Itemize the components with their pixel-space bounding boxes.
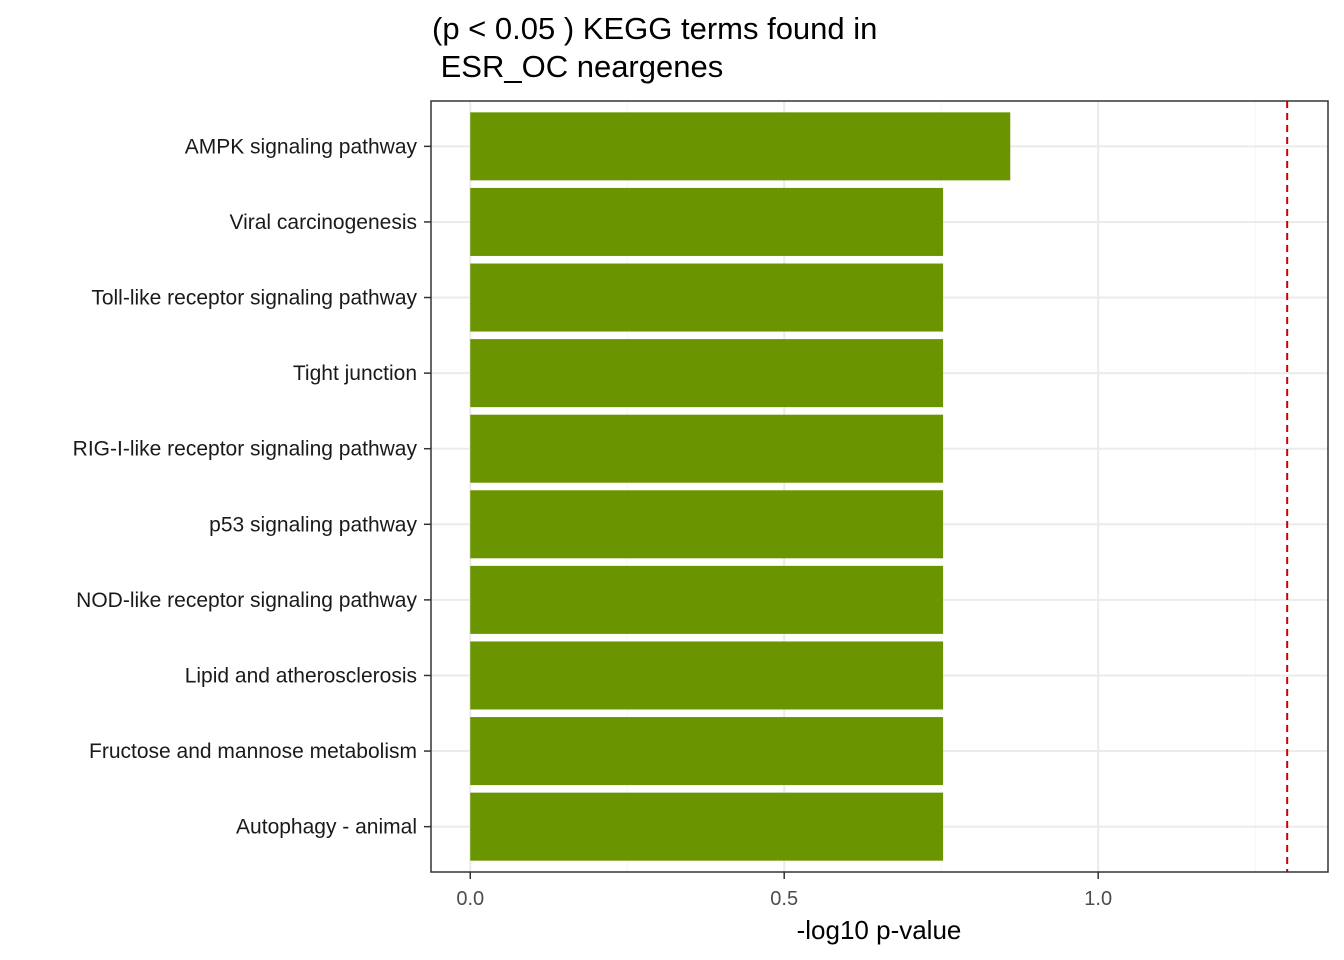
y-tick-label: Viral carcinogenesis [229,211,417,234]
x-axis-title: -log10 p-value [797,915,962,945]
bar [470,339,944,408]
y-tick-label: Autophagy - animal [236,816,417,839]
bar [470,414,944,483]
x-tick-label: 0.5 [770,888,798,910]
y-tick-label: p53 signaling pathway [209,513,417,536]
y-axis: AMPK signaling pathway Viral carcinogenes… [73,135,431,839]
bar [470,112,1011,181]
panel-border [430,100,1329,873]
y-tick-label: Tight junction [293,362,417,385]
y-tick-label: Lipid and atherosclerosis [185,664,417,687]
y-tick-label: AMPK signaling pathway [185,135,418,158]
bar [470,641,944,710]
x-axis: 0.0 0.5 1.0 [456,872,1112,910]
bar [470,490,944,559]
bar-layer [470,112,1011,861]
bar [470,717,944,786]
chart-title: (p < 0.05 ) KEGG terms found in ESR_OC n… [432,11,878,84]
x-tick-label: 1.0 [1084,888,1112,910]
y-tick-label: NOD-like receptor signaling pathway [76,589,417,612]
y-tick-label: Toll-like receptor signaling pathway [91,287,417,310]
bar [470,792,944,861]
bar [470,263,944,332]
bar [470,187,944,256]
x-tick-label: 0.0 [456,888,484,910]
y-tick-label: RIG-I-like receptor signaling pathway [73,438,418,461]
y-tick-label: Fructose and mannose metabolism [89,740,417,763]
bar [470,565,944,634]
